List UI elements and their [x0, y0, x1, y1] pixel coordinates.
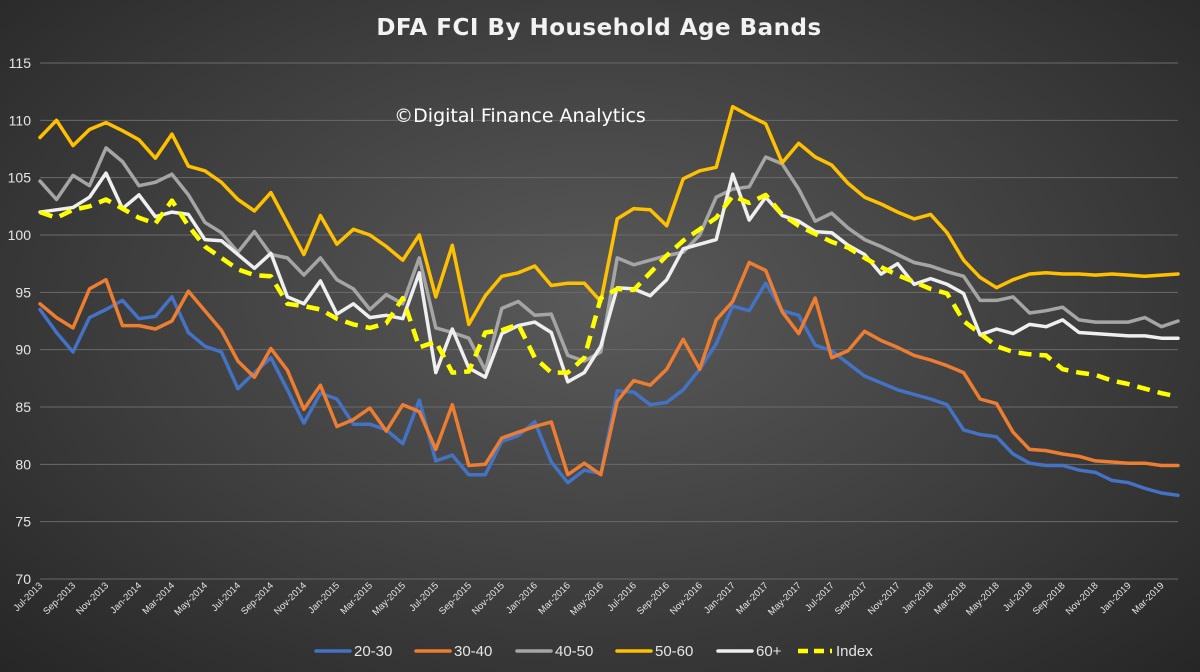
legend-label: 50-60	[655, 643, 693, 660]
x-tick-label: Mar-2018	[932, 580, 969, 617]
y-tick-label: 95	[15, 284, 31, 300]
x-tick-label: May-2014	[172, 580, 210, 618]
x-tick-label: Mar-2017	[734, 580, 771, 617]
x-tick-label: Sep-2018	[1031, 580, 1068, 617]
series-line-40-50	[38, 146, 1180, 373]
gridlines	[40, 62, 1178, 580]
x-tick-label: Mar-2016	[536, 580, 573, 617]
x-tick-label: Mar-2015	[338, 580, 375, 617]
y-tick-label: 105	[8, 170, 32, 186]
legend-label: 40-50	[555, 643, 593, 660]
x-tick-label: Sep-2014	[239, 580, 276, 617]
x-tick-label: Jan-2017	[702, 580, 738, 616]
x-axis-ticks: Jul-2013Sep-2013Nov-2013Jan-2014Mar-2014…	[12, 580, 1167, 618]
x-tick-label: Nov-2016	[668, 580, 705, 617]
x-tick-label: May-2018	[964, 580, 1002, 618]
x-tick-label: Jan-2018	[900, 580, 936, 616]
series-line-60plus	[38, 171, 1180, 384]
x-tick-label: Sep-2016	[635, 580, 672, 617]
legend-label: Index	[836, 643, 873, 660]
series-line-30-40	[38, 260, 1180, 477]
series-line-index	[39, 192, 1179, 399]
x-tick-label: Jan-2019	[1098, 580, 1134, 616]
legend-label: 20-30	[354, 643, 392, 660]
chart-title: DFA FCI By Household Age Bands	[376, 15, 821, 41]
y-tick-label: 100	[8, 227, 32, 243]
y-tick-label: 90	[15, 342, 31, 358]
x-tick-label: Nov-2018	[1064, 580, 1101, 617]
x-tick-label: Mar-2019	[1130, 580, 1167, 617]
x-tick-label: Jul-2014	[209, 580, 243, 614]
x-tick-label: Mar-2014	[141, 580, 178, 617]
series-lines	[38, 104, 1180, 498]
x-tick-label: May-2017	[766, 580, 804, 618]
x-tick-label: Jan-2014	[108, 580, 144, 616]
y-tick-label: 115	[9, 55, 32, 71]
x-tick-label: Nov-2014	[272, 580, 309, 617]
x-tick-label: Sep-2017	[833, 580, 870, 617]
x-tick-label: May-2015	[370, 580, 408, 618]
x-tick-label: Jan-2015	[306, 580, 342, 616]
x-tick-label: Nov-2017	[866, 580, 903, 617]
x-tick-label: Jul-2017	[803, 580, 837, 614]
x-tick-label: Jul-2016	[605, 580, 639, 614]
x-tick-label: Jul-2015	[407, 580, 441, 614]
y-tick-label: 70	[15, 571, 31, 587]
x-tick-label: Sep-2013	[41, 580, 78, 617]
legend: 20-30 30-40 40-50 50-60 60+ Index	[314, 643, 873, 660]
y-tick-label: 85	[15, 399, 31, 415]
watermark-text: ©Digital Finance Analytics	[394, 105, 646, 127]
x-tick-label: Nov-2013	[74, 580, 111, 617]
legend-label: 30-40	[454, 643, 492, 660]
x-tick-label: Jul-2018	[1001, 580, 1035, 614]
x-tick-label: Jan-2016	[504, 580, 540, 616]
series-line-50-60	[38, 104, 1180, 327]
y-axis-ticks: 70 75 80 85 90 95 100 105 110 115	[8, 55, 32, 587]
x-tick-label: Nov-2015	[470, 580, 507, 617]
y-tick-label: 110	[9, 112, 32, 128]
y-tick-label: 75	[15, 514, 31, 530]
x-tick-label: Sep-2015	[437, 580, 474, 617]
y-tick-label: 80	[15, 456, 31, 472]
x-tick-label: May-2016	[568, 580, 606, 618]
legend-label: 60+	[756, 643, 782, 660]
